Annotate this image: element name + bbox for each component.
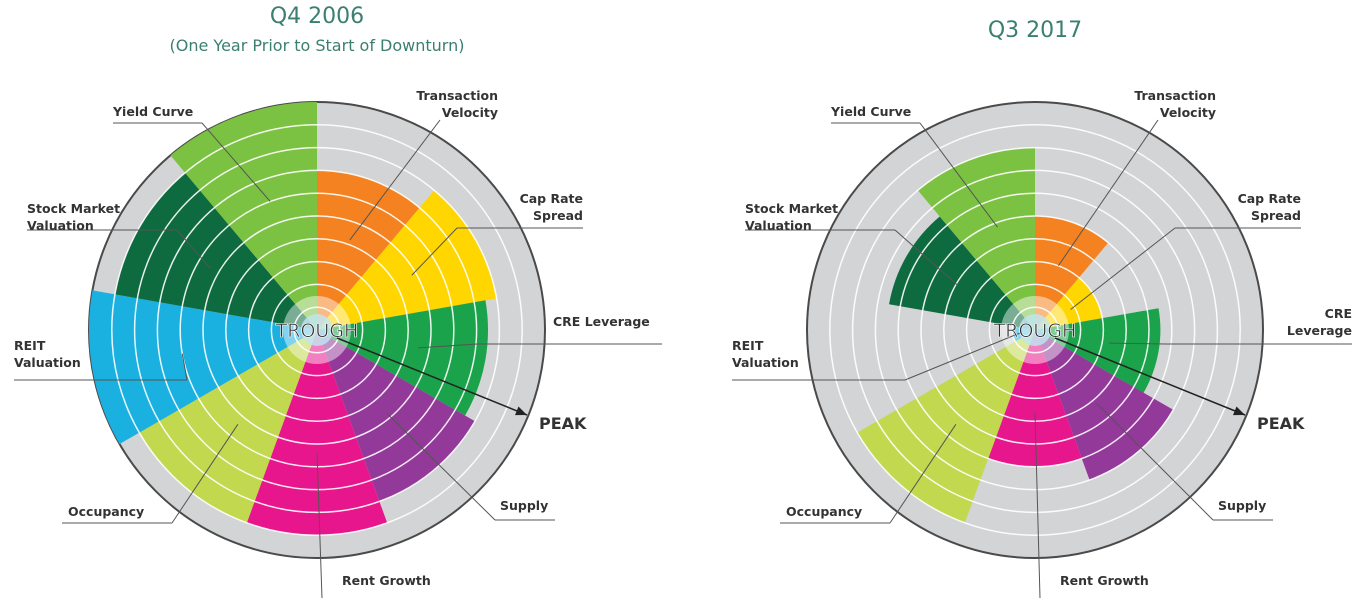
sector — [857, 330, 1035, 523]
category-label: Stock Market Valuation — [745, 201, 839, 233]
chart-title: Q4 2006 — [269, 4, 365, 29]
category-label: Transaction Velocity — [1134, 88, 1216, 120]
leader-line — [1034, 412, 1041, 598]
category-label: Occupancy — [68, 504, 145, 519]
category-label: REIT Valuation — [732, 338, 799, 370]
ring — [897, 192, 1173, 468]
hub-core — [1019, 314, 1051, 346]
leader-line — [1070, 227, 1176, 310]
sector — [170, 102, 317, 330]
category-label: Rent Growth — [342, 573, 431, 588]
category-label: Cap Rate Spread — [519, 191, 583, 223]
ring — [965, 260, 1105, 400]
sector — [246, 330, 388, 536]
leader-line — [176, 229, 211, 269]
arrow-head — [515, 406, 527, 416]
hub-core — [301, 314, 333, 346]
category-label: REIT Valuation — [14, 338, 81, 370]
leader-line — [181, 353, 188, 381]
leader-line — [316, 453, 323, 598]
ring — [293, 306, 341, 354]
sector — [317, 300, 488, 416]
category-label: Yield Curve — [831, 104, 912, 119]
sector — [917, 147, 1035, 330]
category-label: Stock Market Valuation — [27, 201, 121, 233]
ring — [225, 238, 409, 422]
leader-line — [201, 122, 271, 202]
category-label: Supply — [500, 498, 549, 513]
category-label: CRE Leverage — [1286, 306, 1352, 338]
annotation: PEAK — [1257, 414, 1305, 433]
ring — [851, 146, 1219, 514]
leader-line — [1057, 119, 1159, 267]
peak-arrow — [336, 337, 528, 416]
arrow-head — [1233, 406, 1245, 416]
chart-title: Q3 2017 — [987, 18, 1083, 43]
ring — [874, 169, 1196, 491]
ring — [202, 215, 432, 445]
peak-arrow — [1054, 337, 1246, 416]
sector — [317, 170, 420, 330]
leader-line — [418, 343, 478, 349]
leader-line — [889, 424, 957, 524]
leader-line — [919, 122, 998, 228]
leader-line — [411, 227, 458, 276]
ring — [270, 283, 364, 377]
category-label: Supply — [1218, 498, 1267, 513]
annotation: TROUGH — [275, 320, 359, 342]
leader-line — [386, 413, 496, 521]
leader-line — [904, 331, 1022, 381]
leader-line — [1096, 403, 1214, 521]
leader-line — [349, 119, 441, 241]
category-label: Occupancy — [786, 504, 863, 519]
annotation: PEAK — [539, 414, 587, 433]
leader-line — [171, 424, 239, 524]
ring — [988, 283, 1082, 377]
sector — [1035, 330, 1174, 480]
sector — [317, 330, 475, 502]
sector — [1035, 277, 1103, 330]
ring — [156, 169, 478, 491]
sector — [1035, 216, 1109, 330]
ring — [111, 124, 523, 536]
category-label: Rent Growth — [1060, 573, 1149, 588]
sector — [139, 330, 317, 523]
leader-line — [894, 229, 959, 286]
ring — [829, 124, 1241, 536]
sector — [1035, 308, 1161, 393]
category-label: Cap Rate Spread — [1237, 191, 1301, 223]
ring — [920, 215, 1150, 445]
leader-line — [1109, 342, 1166, 345]
annotation: TROUGH — [993, 320, 1077, 342]
category-label: Transaction Velocity — [416, 88, 498, 120]
sector — [114, 172, 317, 330]
sector — [88, 290, 317, 444]
ring — [247, 260, 387, 400]
ring — [133, 146, 501, 514]
category-label: Yield Curve — [113, 104, 194, 119]
ring — [1011, 306, 1059, 354]
chart-subtitle: (One Year Prior to Start of Downturn) — [169, 36, 465, 55]
category-label: CRE Leverage — [553, 314, 650, 329]
